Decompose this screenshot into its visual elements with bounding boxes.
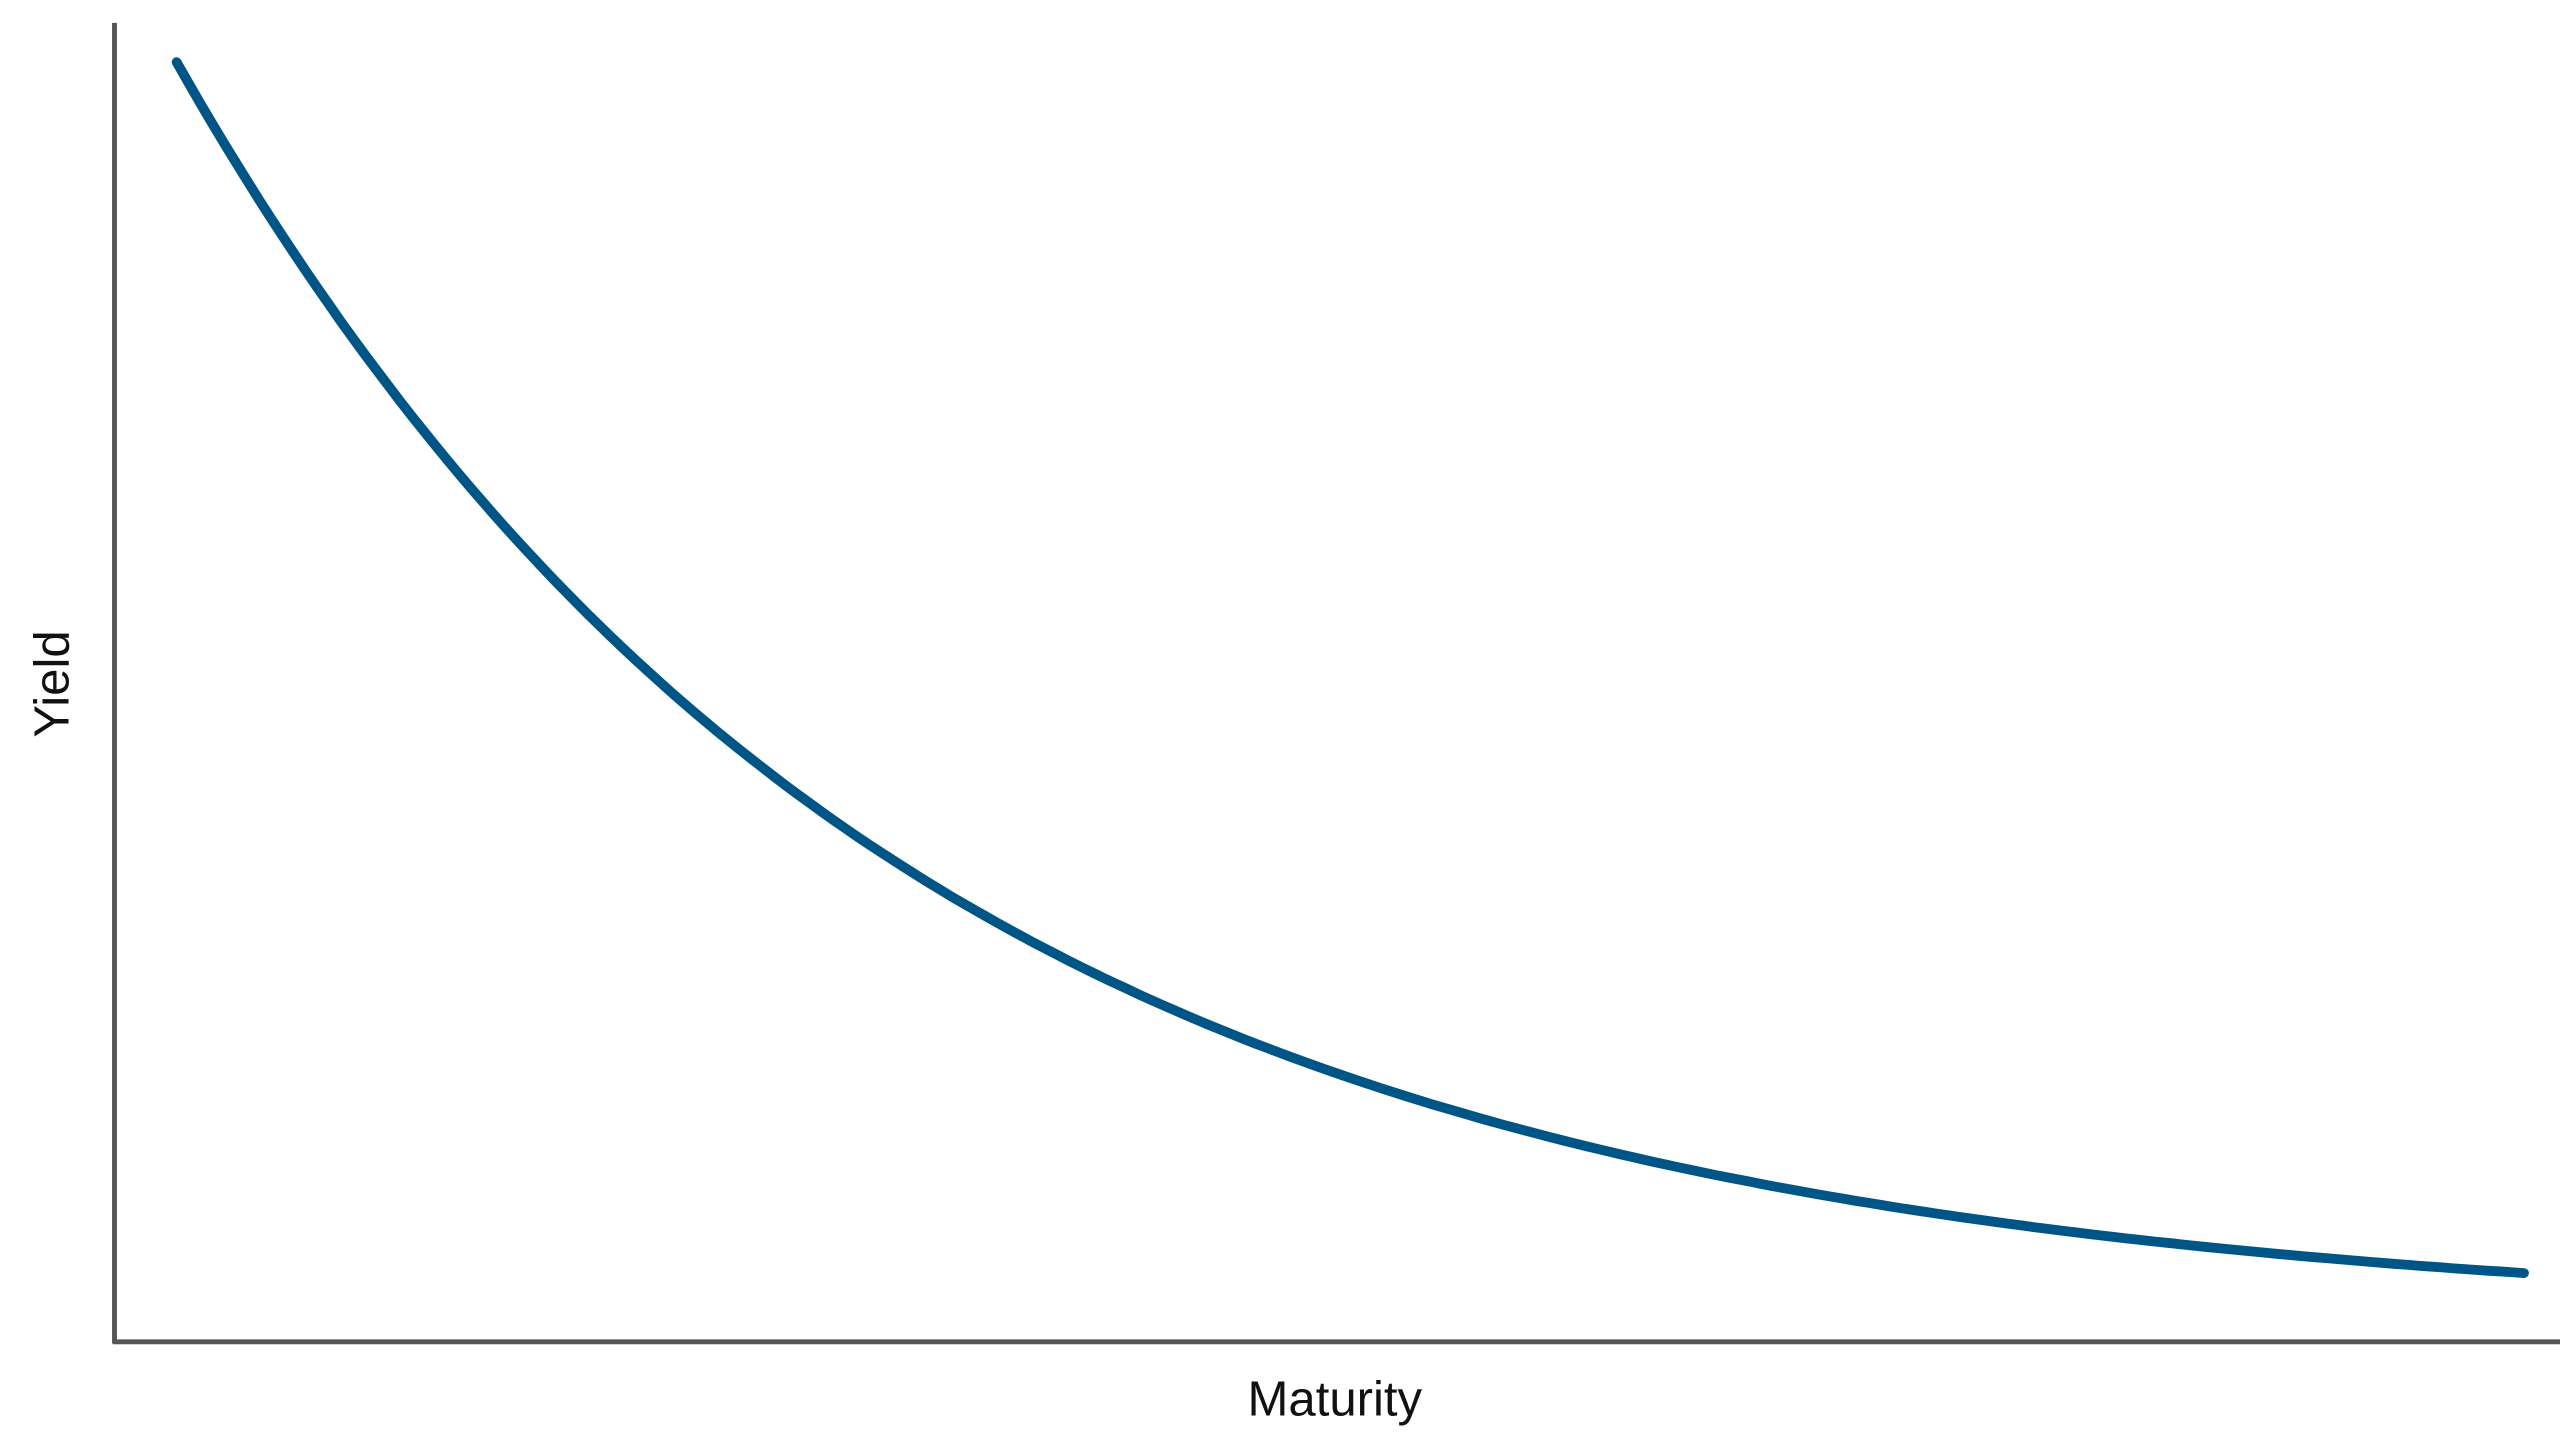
yield-curve-line [171,57,2529,1279]
y-axis-label: Yield [26,630,80,737]
x-axis-label: Maturity [1248,1372,1423,1426]
